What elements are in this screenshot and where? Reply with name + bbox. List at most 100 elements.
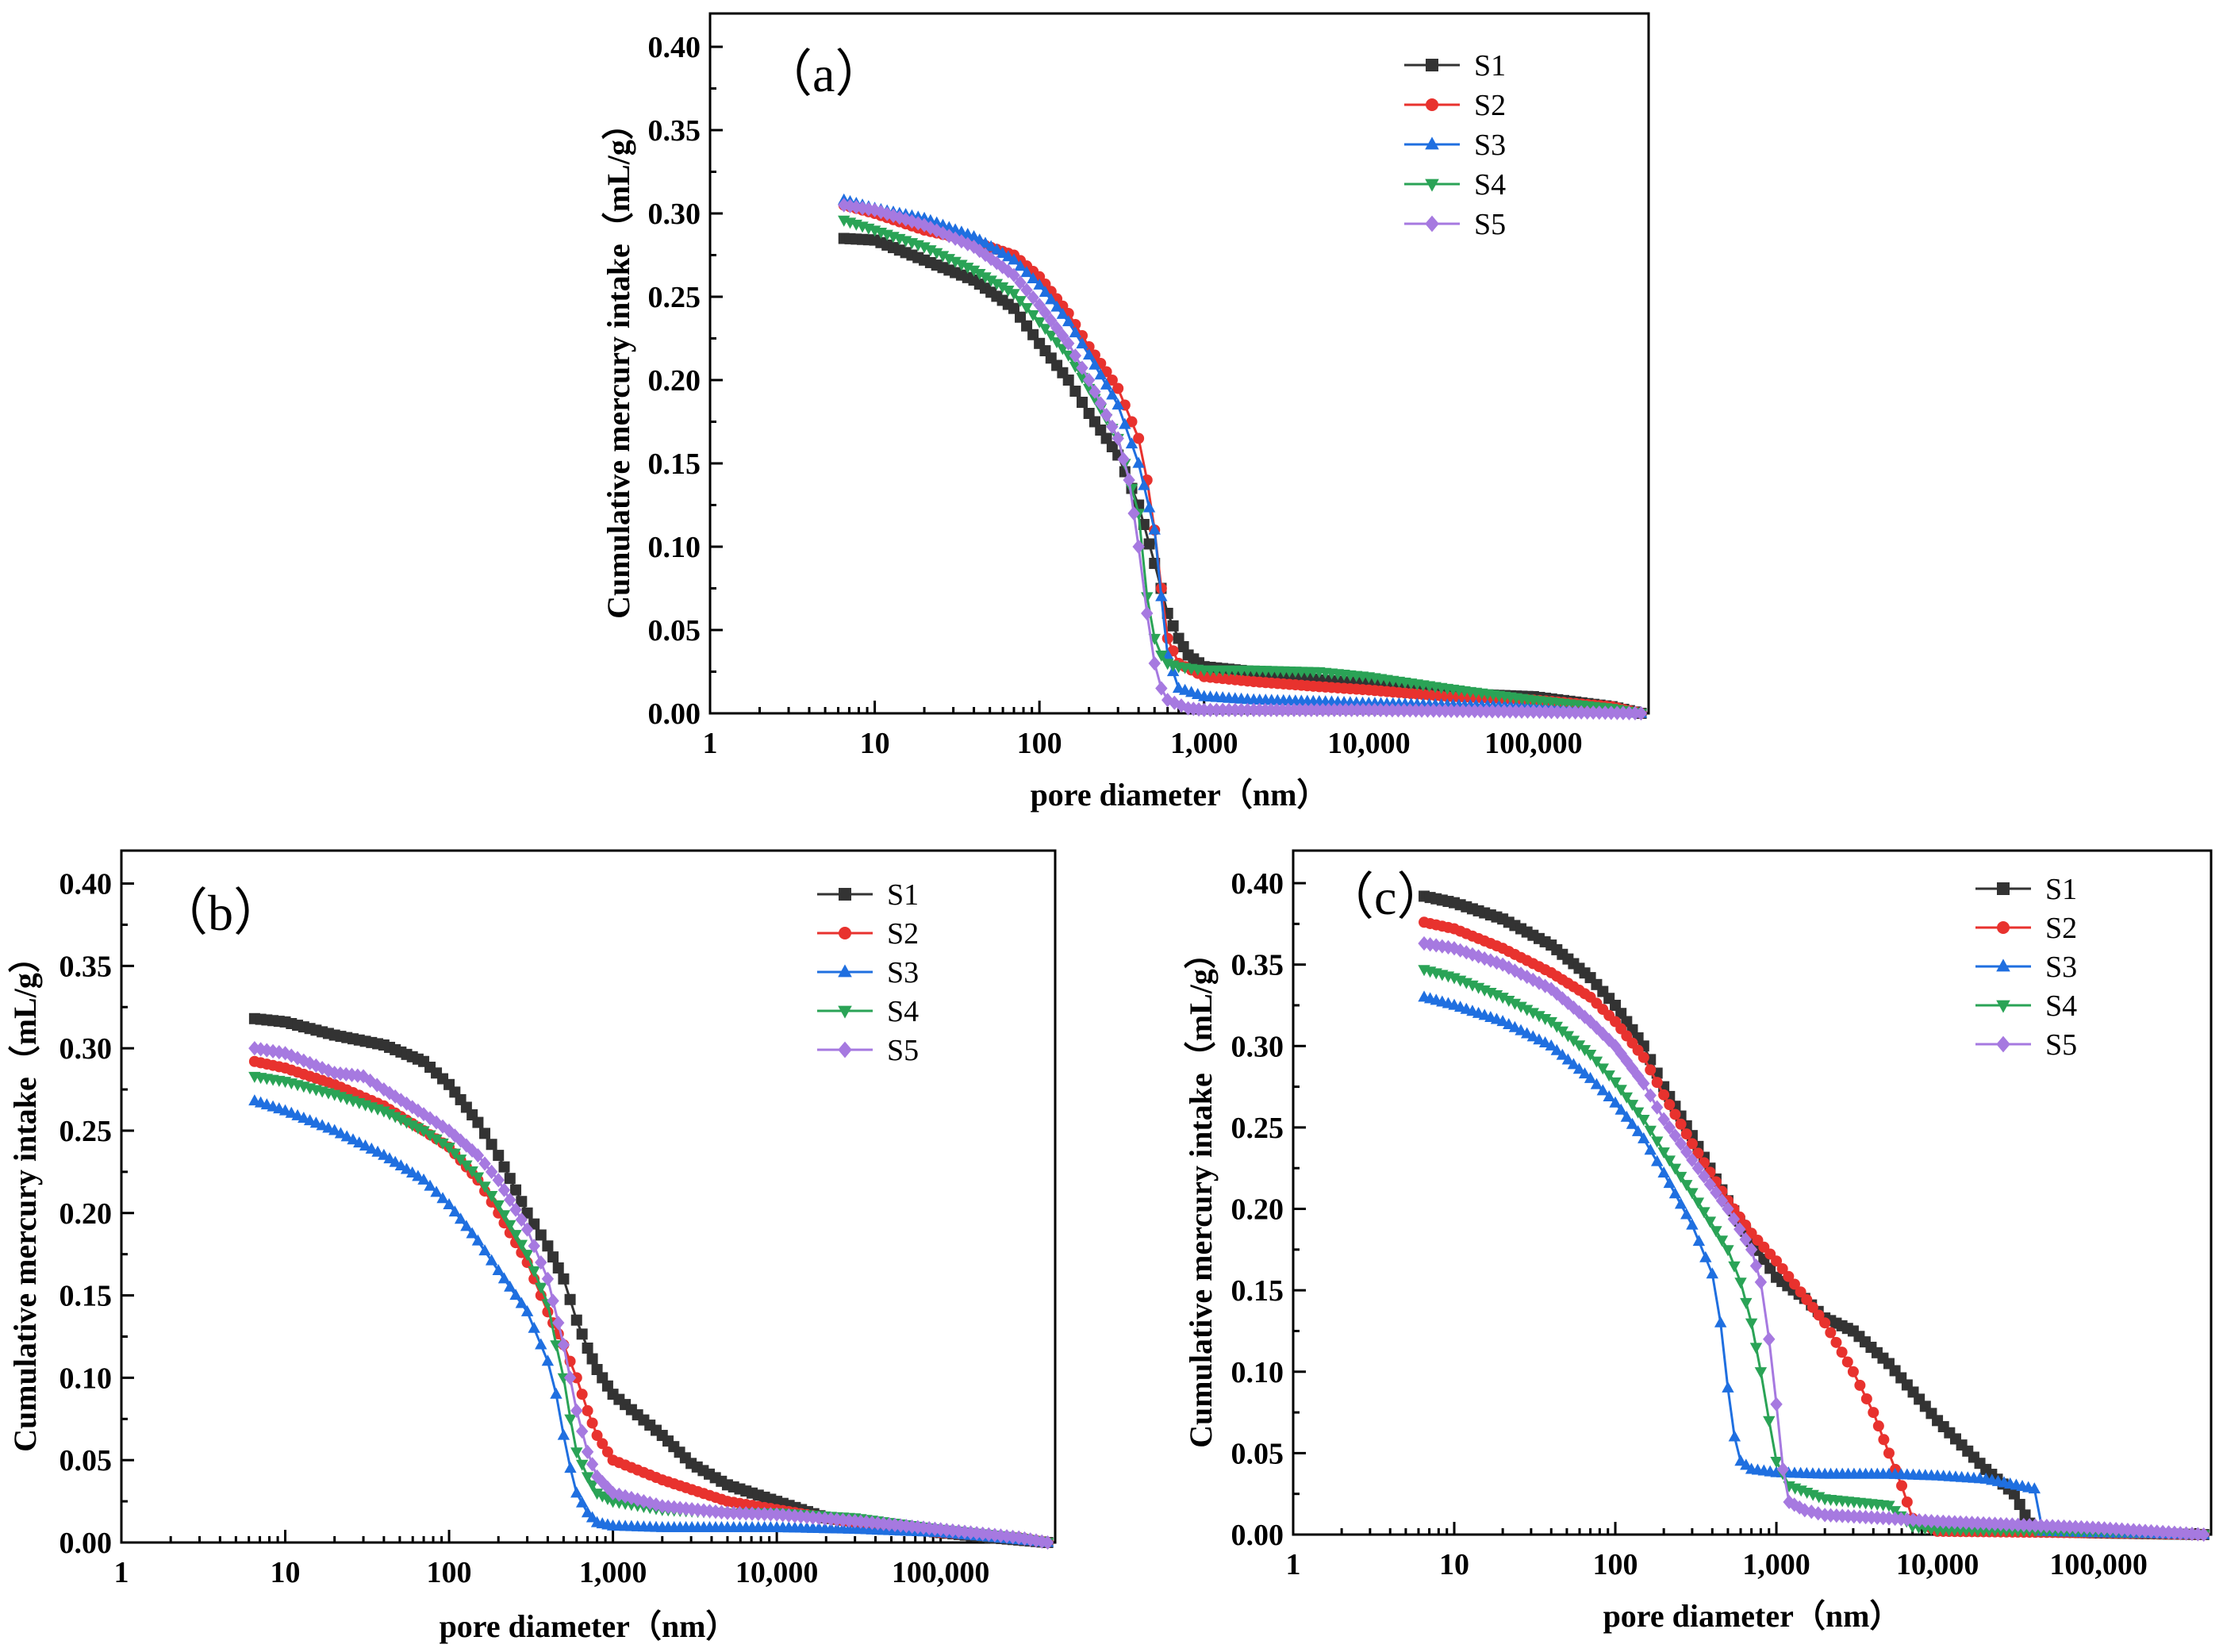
data-point-s4 — [1520, 1005, 1534, 1016]
panel-label: （b） — [157, 885, 284, 941]
data-point-s5 — [492, 1173, 505, 1188]
data-point-s4 — [581, 1472, 594, 1484]
data-point-s2 — [1686, 1138, 1698, 1150]
data-point-s3 — [1614, 1103, 1627, 1115]
data-point-s4 — [1715, 1235, 1729, 1247]
data-point-s3 — [497, 1272, 511, 1284]
x-tick-label: 10 — [860, 727, 890, 760]
y-tick-label: 0.30 — [60, 1032, 113, 1066]
data-point-s3 — [541, 1354, 555, 1366]
data-point-s4 — [1069, 361, 1082, 373]
data-point-s2 — [1901, 1496, 1913, 1508]
data-point-s2 — [1637, 1051, 1649, 1063]
data-point-s5 — [1584, 1014, 1597, 1029]
data-point-s5 — [1733, 1222, 1746, 1237]
data-point-s1 — [1764, 1262, 1776, 1274]
data-point-s5 — [850, 199, 862, 215]
data-point-s4 — [492, 1200, 505, 1212]
data-point-s4 — [520, 1250, 534, 1262]
data-point-s5 — [1686, 1152, 1699, 1168]
data-point-s3 — [1572, 1062, 1586, 1074]
data-point-s2 — [1645, 1064, 1657, 1076]
data-point-s4 — [400, 1117, 413, 1129]
data-point-s5 — [1161, 693, 1174, 708]
data-point-s3 — [1503, 1017, 1515, 1029]
data-point-s5 — [1045, 313, 1058, 328]
legend-marker-s4 — [838, 1005, 852, 1019]
data-point-s5 — [899, 212, 912, 227]
data-point-s1 — [516, 1196, 528, 1208]
data-point-s4 — [1686, 1188, 1699, 1200]
data-point-s3 — [1533, 1033, 1545, 1045]
data-point-s4 — [1045, 330, 1058, 342]
data-point-s4 — [1626, 1100, 1639, 1112]
data-point-s3 — [1609, 1096, 1622, 1108]
data-point-s4 — [383, 1108, 396, 1120]
data-point-s4 — [1631, 1107, 1645, 1119]
data-point-s5 — [1674, 1136, 1687, 1151]
data-point-s5 — [1006, 1529, 1019, 1545]
data-point-s4 — [497, 1210, 511, 1222]
data-point-s3 — [1692, 1235, 1706, 1247]
data-point-s4 — [1027, 309, 1039, 321]
legend-marker-s4 — [1996, 1000, 2010, 1013]
data-point-s1 — [564, 1293, 576, 1305]
data-point-s3 — [1650, 1154, 1664, 1166]
data-point-s3 — [471, 1234, 485, 1246]
data-point-s3 — [454, 1212, 467, 1224]
data-point-s5 — [637, 1493, 651, 1509]
data-point-s5 — [650, 1497, 662, 1512]
data-point-s4 — [528, 1266, 540, 1277]
data-point-s3 — [1508, 1020, 1522, 1032]
data-point-s3 — [1556, 1048, 1569, 1060]
x-tick-label: 100 — [1017, 727, 1062, 760]
data-point-s3 — [1567, 1058, 1580, 1070]
data-point-s3 — [1578, 1067, 1591, 1079]
data-point-s1 — [552, 1262, 564, 1274]
data-point-s5 — [248, 1041, 261, 1056]
data-point-s3 — [328, 1124, 341, 1135]
data-point-s5 — [1002, 263, 1015, 279]
series-s3 — [1418, 990, 2210, 1539]
data-point-s3 — [436, 1192, 449, 1204]
data-point-s3 — [1020, 266, 1033, 278]
data-point-s5 — [856, 201, 869, 216]
data-point-s5 — [497, 1182, 511, 1197]
data-point-s4 — [1515, 1001, 1527, 1013]
data-point-s2 — [1878, 1434, 1890, 1446]
data-point-s5 — [770, 1507, 783, 1522]
y-tick-label: 0.00 — [1231, 1519, 1284, 1552]
data-point-s2 — [1883, 1447, 1895, 1459]
data-point-s1 — [498, 1161, 510, 1173]
legend-label-s4: S4 — [887, 995, 919, 1028]
data-point-s4 — [406, 1120, 419, 1132]
data-point-s3 — [1155, 590, 1168, 601]
series-s1 — [1419, 890, 2210, 1540]
data-point-s5 — [940, 1523, 953, 1538]
data-point-s5 — [1754, 1274, 1768, 1289]
series-s5 — [248, 1041, 1054, 1550]
data-point-s4 — [1674, 1171, 1687, 1183]
data-point-s3 — [2028, 1482, 2041, 1494]
data-point-s5 — [1050, 321, 1063, 336]
data-point-s5 — [378, 1081, 390, 1097]
data-point-s5 — [1216, 702, 1229, 717]
data-point-s5 — [1204, 702, 1217, 717]
data-point-s5 — [1041, 1535, 1054, 1550]
data-point-s5 — [2121, 1522, 2134, 1538]
x-tick-label: 1 — [114, 1556, 129, 1589]
data-point-s2 — [576, 1389, 588, 1400]
data-point-s2 — [1771, 1255, 1783, 1267]
data-point-s3 — [1138, 478, 1150, 490]
x-tick-label: 10 — [1439, 1548, 1469, 1581]
data-point-s5 — [962, 236, 974, 252]
data-point-s3 — [1680, 1208, 1693, 1220]
data-point-s3 — [1526, 1030, 1540, 1042]
legend-marker-s5 — [838, 1041, 852, 1058]
data-point-s1 — [586, 1353, 598, 1365]
data-point-s5 — [1739, 1231, 1752, 1247]
data-point-s4 — [1650, 1136, 1664, 1148]
data-point-s3 — [1069, 326, 1082, 338]
data-point-s4 — [1637, 1115, 1650, 1127]
